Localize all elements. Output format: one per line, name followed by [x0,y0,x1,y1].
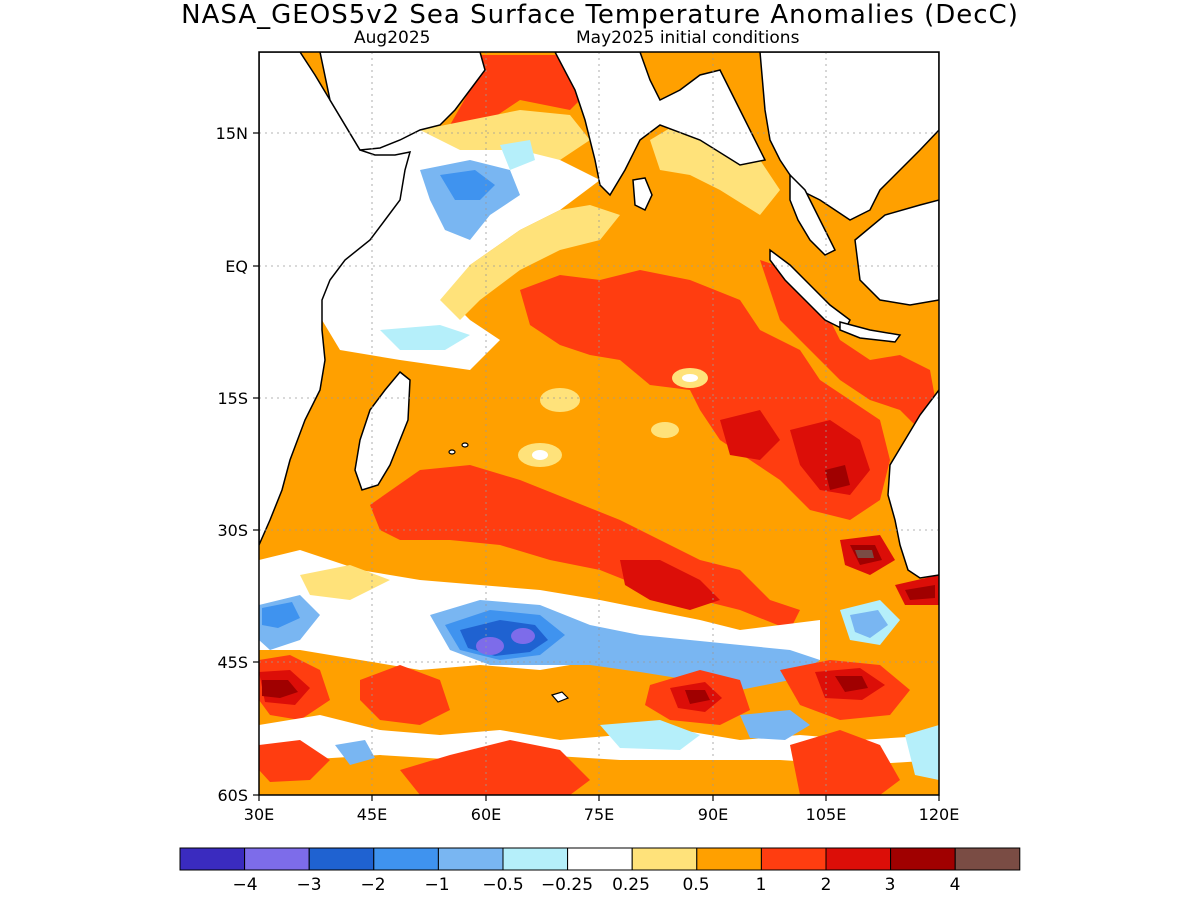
land-reunion [448,449,456,455]
colorbar-label-2: 2 [821,875,832,895]
land-java [839,321,902,343]
colorbar-label-m0-25: −0.25 [541,875,593,895]
land-mauritius [461,442,469,448]
subtitle-initial-conditions: May2025 initial conditions [576,28,800,48]
land-arabia [319,52,486,151]
anomaly-zone-cyan-bottom-east [905,725,939,780]
anomaly-zone-blue-bottom-west [335,740,375,765]
anomaly-speck-white-2 [532,450,548,460]
anomaly-zone-blue-west-core [262,602,300,628]
anomaly-zone-violet-1 [476,637,504,655]
colorbar-swatch [567,847,633,871]
anomaly-zone-cyan-somali [500,140,535,170]
land-madagascar [354,370,411,491]
anomaly-speck-yellow-3 [651,422,679,438]
colorbar-swatch [890,847,956,871]
anomaly-zone-blue-southeast [850,610,888,638]
lon-label-75e: 75E [584,805,614,824]
lat-label-45s: 45S [217,653,248,672]
colorbar-label-4: 4 [950,875,961,895]
anomaly-zone-darkred-south-band [620,560,720,610]
anomaly-field [259,52,939,795]
land-india [554,52,767,197]
colorbar-label-m3: −3 [296,875,321,895]
anomaly-zone-brown-southeast [855,550,874,558]
land-australia [887,388,939,579]
colorbar-labels: −4 −3 −2 −1 −0.5 −0.25 0.25 0.5 1 2 3 4 [232,875,960,895]
anomaly-zone-red-west-mid [360,665,450,725]
anomaly-zone-maroon-far-west [262,680,298,698]
lat-label-15n: 15N [216,124,248,143]
colorbar-swatch [437,847,504,871]
colorbar-label-m0-5: −0.5 [482,875,523,895]
axis-ticks [253,132,940,801]
colorbar-label-3: 3 [885,875,896,895]
colorbar-swatch [502,847,569,871]
anomaly-zone-red-arabian [450,55,590,125]
anomaly-zone-violet-2 [511,628,535,644]
anomaly-zone-maroon-southeast-blob [835,676,868,692]
anomaly-zone-maroon-central-south [685,690,710,704]
colorbar-label-0-5: 0.5 [682,875,709,895]
anomaly-zone-red-bottom-west [259,740,330,782]
anomaly-zone-cyan-south-arabian [380,325,470,350]
colorbar-swatch [373,847,439,871]
lon-label-90e: 90E [698,805,728,824]
lat-label-60s: 60S [217,786,248,805]
colorbar-swatch [825,847,892,871]
colorbar-label-m2: −2 [360,875,385,895]
land-southeast-asia [759,52,939,221]
land-borneo [854,199,939,306]
subtitle-forecast-month: Aug2025 [354,28,431,48]
land-sri-lanka [632,177,653,212]
colorbar-swatch [308,847,375,871]
lon-label-120e: 120E [919,805,960,824]
anomaly-zone-blue-somali-core [440,170,495,200]
colorbar-label-m1: −1 [424,875,449,895]
anomaly-zone-darkred-east [790,420,870,495]
anomaly-zone-light-yellow-ring [440,205,620,320]
anomaly-zone-yellow-south [300,565,390,600]
anomaly-zone-darkred-east-2 [720,410,780,460]
anomaly-speck-white-1 [682,374,698,382]
colorbar-swatch [760,847,827,871]
anomaly-zone-red-bottom-east [790,730,900,795]
anomaly-zone-crimson-east [825,465,850,490]
anomaly-zone-maroon-australia-sw [905,585,935,600]
lon-label-105e: 105E [806,805,847,824]
colorbar-swatch [244,847,310,871]
colorbar-swatch [631,847,698,871]
colorbar-swatch [696,847,762,871]
lon-label-45e: 45E [357,805,387,824]
anomaly-zone-red-central [520,270,890,520]
colorbar-label-1: 1 [756,875,767,895]
anomaly-speck-yellow-2 [540,388,580,412]
lat-label-15s: 15S [217,389,248,408]
lon-label-60e: 60E [471,805,501,824]
lat-label-30s: 30S [217,521,248,540]
colorbar-swatch [954,847,1021,871]
anomaly-zone-neutral-far-south [259,715,939,765]
anomaly-zone-cyan-far-south [600,720,700,750]
figure-title: NASA_GEOS5v2 Sea Surface Temperature Ano… [181,0,1019,30]
colorbar-swatch [179,847,246,871]
lon-label-30e: 30E [244,805,274,824]
colorbar-label-0-25: 0.25 [612,875,650,895]
lat-label-eq: EQ [225,257,248,276]
colorbar [179,847,1021,871]
land-malay-peninsula [789,173,837,256]
map-gridlines [259,52,939,795]
colorbar-label-m4: −4 [232,875,257,895]
anomaly-zone-blue-far-south [740,710,810,740]
land-kerguelen [550,691,570,703]
anomaly-zone-yellow-arabian [420,110,590,160]
anomaly-zone-red-east [760,260,939,430]
anomaly-zone-red-bottom-central [400,740,590,795]
